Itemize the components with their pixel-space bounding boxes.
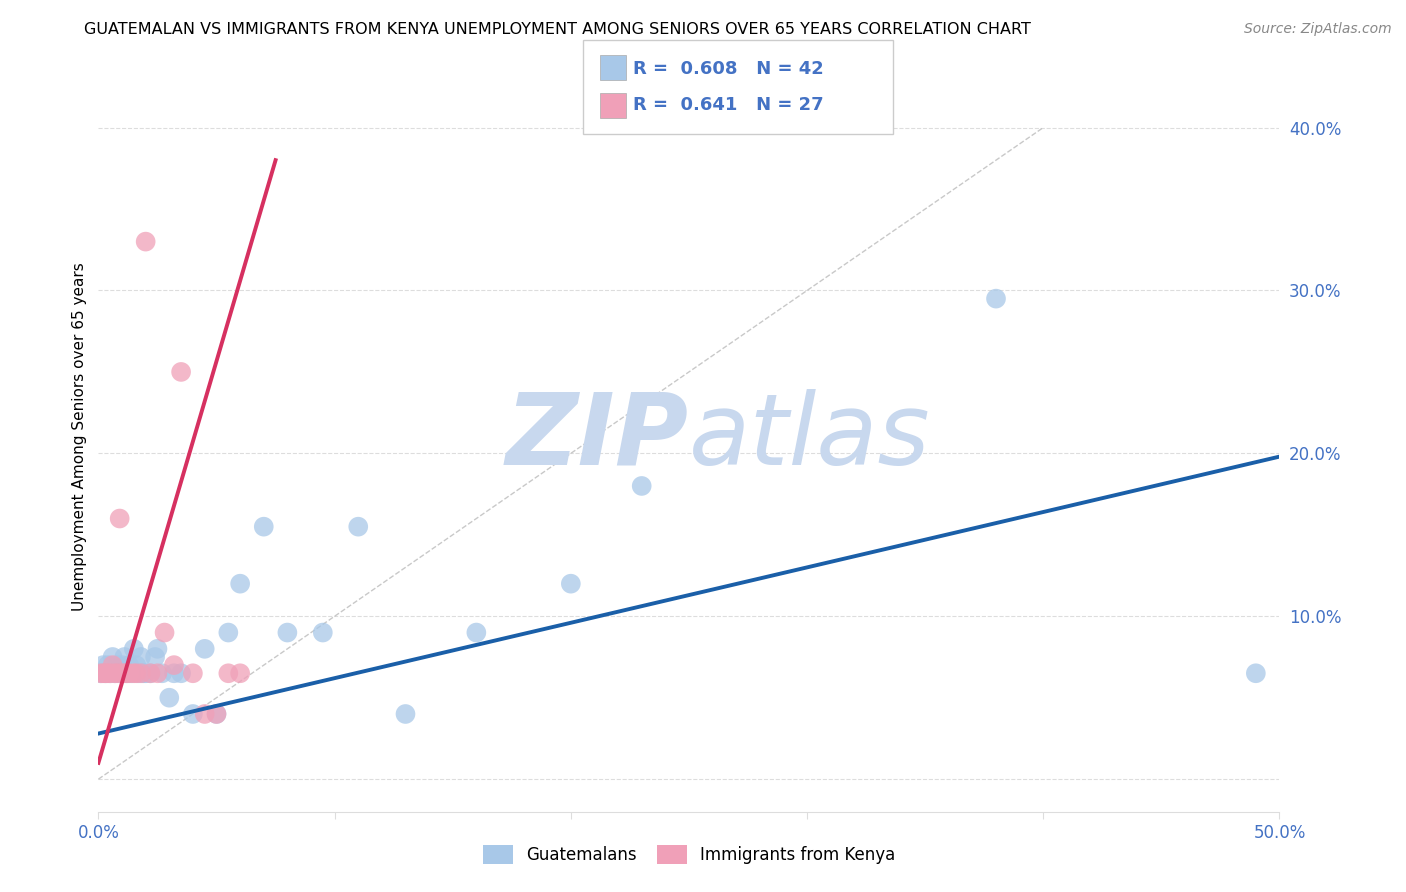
Point <box>122 641 145 656</box>
Point <box>170 365 193 379</box>
Point <box>394 706 416 721</box>
Point <box>108 511 131 525</box>
Point <box>560 576 582 591</box>
Point <box>163 658 186 673</box>
Point <box>129 666 152 681</box>
Point <box>91 658 114 673</box>
Point <box>94 666 117 681</box>
Point <box>276 625 298 640</box>
Point <box>104 666 127 681</box>
Point <box>94 666 117 681</box>
Point <box>205 706 228 721</box>
Point <box>98 666 121 681</box>
Point <box>630 479 652 493</box>
Point <box>229 576 252 591</box>
Point <box>101 658 124 673</box>
Point <box>205 706 228 721</box>
Point <box>194 706 217 721</box>
Text: Source: ZipAtlas.com: Source: ZipAtlas.com <box>1244 22 1392 37</box>
Point <box>253 519 276 533</box>
Point <box>125 666 148 681</box>
Point <box>1244 666 1267 681</box>
Point <box>112 650 135 665</box>
Point <box>111 666 134 681</box>
Point <box>217 625 239 640</box>
Point <box>90 666 112 681</box>
Legend: Guatemalans, Immigrants from Kenya: Guatemalans, Immigrants from Kenya <box>477 838 901 871</box>
Point <box>465 625 488 640</box>
Point <box>118 666 141 681</box>
Point <box>105 666 128 681</box>
Point <box>101 650 124 665</box>
Point <box>128 666 150 681</box>
Point <box>347 519 370 533</box>
Point <box>146 666 169 681</box>
Point <box>125 658 148 673</box>
Text: ZIP: ZIP <box>506 389 689 485</box>
Point <box>111 658 134 673</box>
Point <box>115 666 138 681</box>
Point <box>105 658 128 673</box>
Point <box>146 641 169 656</box>
Text: R =  0.608   N = 42: R = 0.608 N = 42 <box>633 60 824 78</box>
Point <box>139 666 162 681</box>
Point <box>217 666 239 681</box>
Point <box>98 666 121 681</box>
Point <box>97 658 120 673</box>
Point <box>97 666 120 681</box>
Point <box>194 641 217 656</box>
Point <box>139 666 162 681</box>
Point <box>112 666 135 681</box>
Point <box>984 292 1007 306</box>
Text: GUATEMALAN VS IMMIGRANTS FROM KENYA UNEMPLOYMENT AMONG SENIORS OVER 65 YEARS COR: GUATEMALAN VS IMMIGRANTS FROM KENYA UNEM… <box>84 22 1031 37</box>
Point <box>118 658 141 673</box>
Point <box>143 650 166 665</box>
Point <box>121 666 143 681</box>
Point <box>91 666 114 681</box>
Point <box>163 666 186 681</box>
Point <box>132 666 155 681</box>
Point <box>135 235 157 249</box>
Point <box>229 666 252 681</box>
Point <box>90 666 112 681</box>
Point <box>129 650 152 665</box>
Point <box>108 666 131 681</box>
Point <box>312 625 335 640</box>
Point <box>150 666 173 681</box>
Point <box>181 706 204 721</box>
Point <box>135 666 157 681</box>
Point <box>104 666 127 681</box>
Point <box>181 666 204 681</box>
Point <box>153 625 176 640</box>
Text: R =  0.641   N = 27: R = 0.641 N = 27 <box>633 96 824 114</box>
Point <box>115 666 138 681</box>
Y-axis label: Unemployment Among Seniors over 65 years: Unemployment Among Seniors over 65 years <box>72 263 87 611</box>
Point <box>122 666 145 681</box>
Point <box>170 666 193 681</box>
Text: atlas: atlas <box>689 389 931 485</box>
Point <box>157 690 180 705</box>
